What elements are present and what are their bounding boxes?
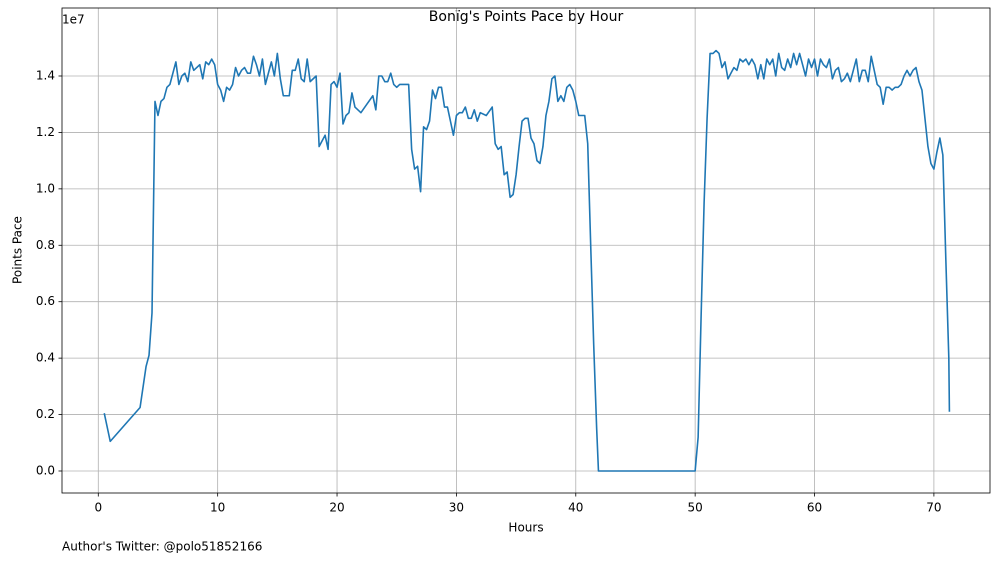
y-tick-label: 0.6 bbox=[36, 294, 55, 308]
y-tick-label: 0.2 bbox=[36, 407, 55, 421]
y-tick-label: 0.4 bbox=[36, 351, 55, 365]
y-tick-label: 1.2 bbox=[36, 125, 55, 139]
plot-frame bbox=[61, 7, 991, 494]
footnote: Author's Twitter: @polo51852166 bbox=[62, 540, 262, 554]
y-tick-label: 0.8 bbox=[36, 238, 55, 252]
x-axis-label: Hours bbox=[508, 521, 543, 535]
x-tick-label: 60 bbox=[807, 501, 822, 515]
y-tick-label: 0.0 bbox=[36, 463, 55, 477]
x-tick-label: 50 bbox=[688, 501, 703, 515]
x-tick-label: 10 bbox=[210, 501, 225, 515]
line bbox=[103, 49, 951, 472]
y-tick-label: 1.4 bbox=[36, 68, 55, 82]
chart-title: Bonïg's Points Pace by Hour bbox=[429, 9, 624, 25]
x-tick-label: 40 bbox=[568, 501, 583, 515]
y-offset-label: 1e7 bbox=[62, 13, 85, 27]
x-tick-label: 0 bbox=[94, 501, 102, 515]
x-tick-label: 30 bbox=[449, 501, 464, 515]
x-tick-label: 70 bbox=[926, 501, 941, 515]
x-tick-label: 20 bbox=[329, 501, 344, 515]
y-tick-label: 1.0 bbox=[36, 181, 55, 195]
y-axis-label: Points Pace bbox=[11, 216, 25, 284]
